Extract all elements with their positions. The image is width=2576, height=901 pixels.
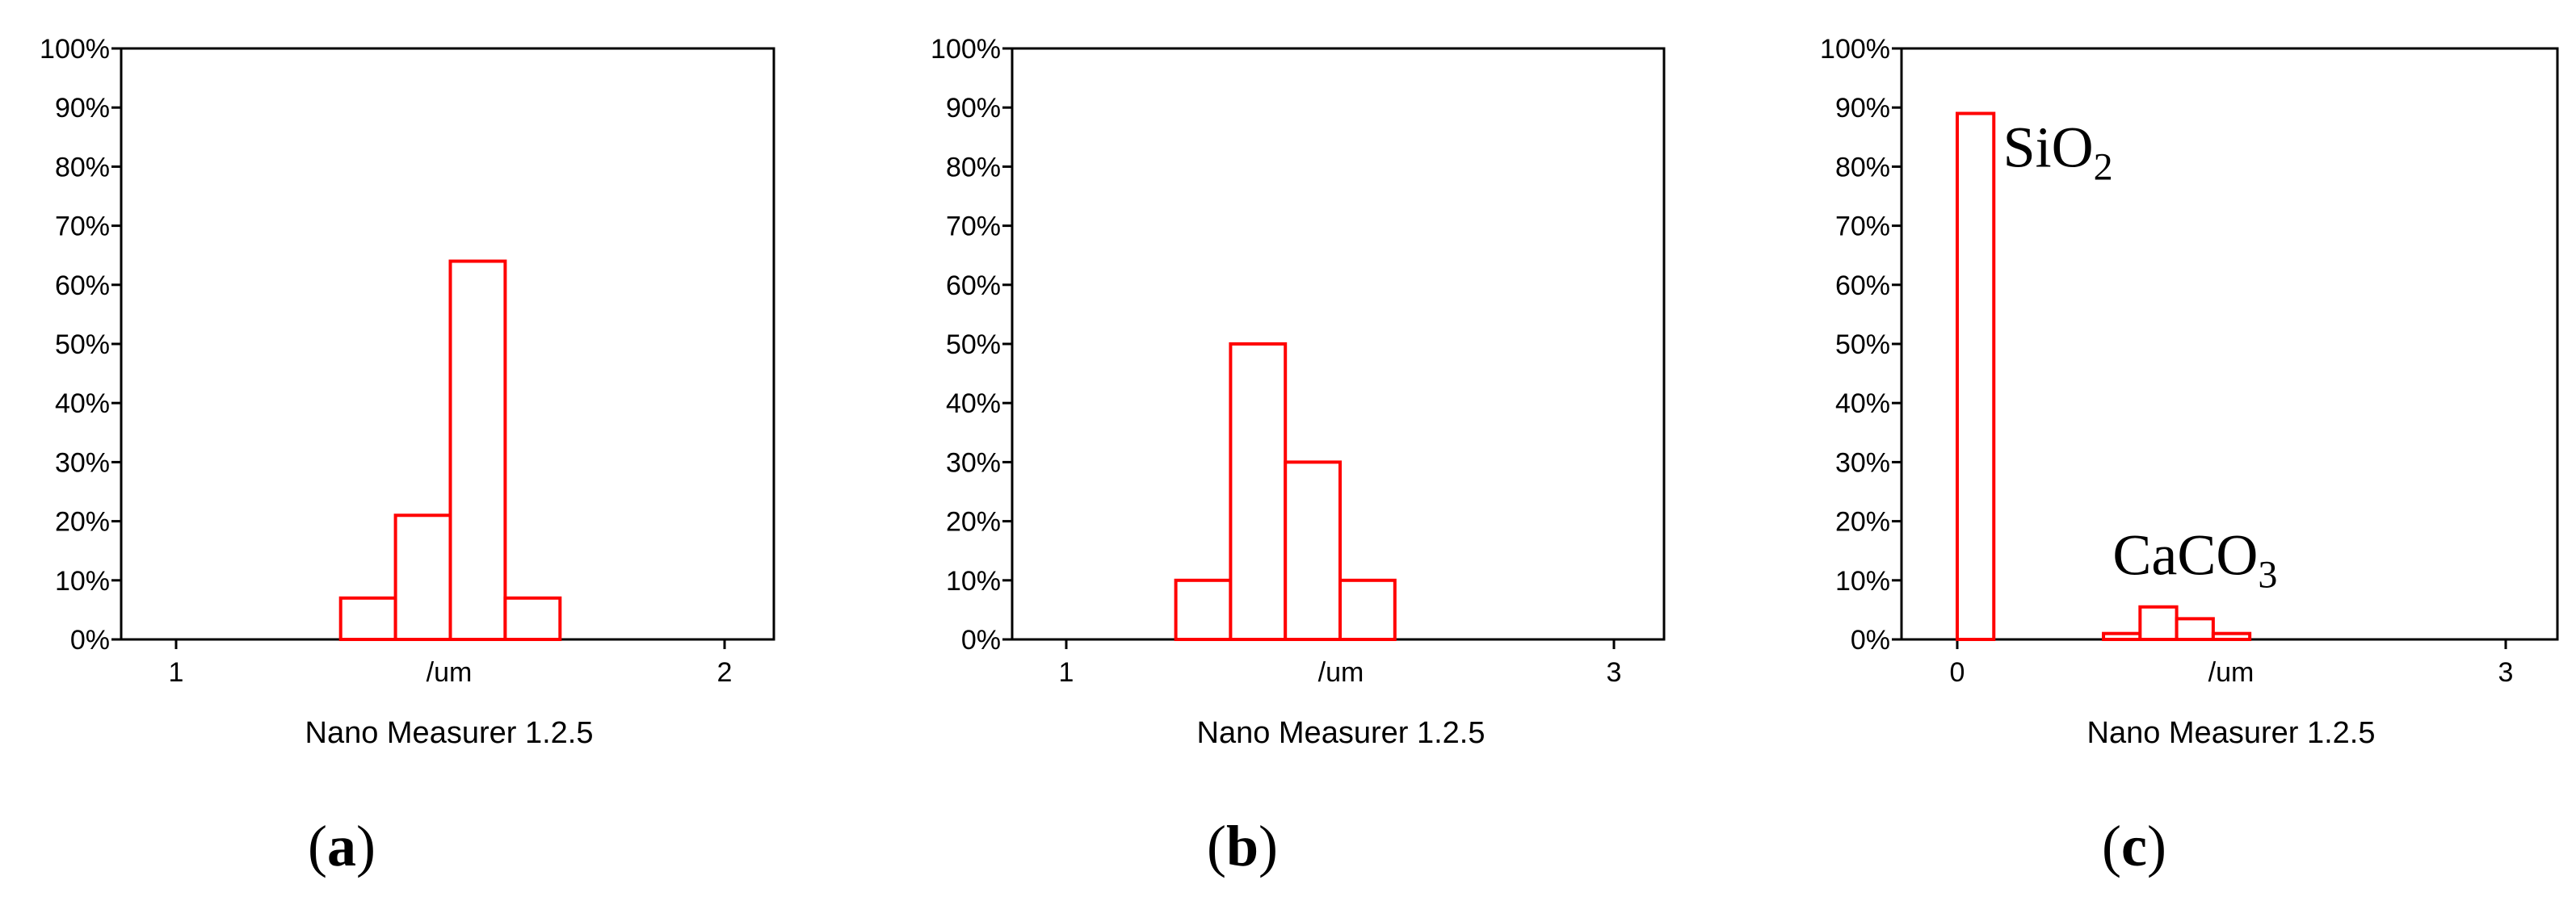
y-tick-label: 0% <box>70 625 110 656</box>
histogram-bar <box>338 596 397 642</box>
y-tick-label: 100% <box>40 34 110 65</box>
histogram-bar <box>2138 605 2179 641</box>
x-tick-label: 0 <box>1950 657 1965 688</box>
y-tick-label: 60% <box>55 270 110 301</box>
histogram-bar <box>2175 617 2215 642</box>
x-axis-title: Nano Measurer 1.2.5 <box>305 716 594 750</box>
y-tick-label: 80% <box>55 152 110 182</box>
panel-label-open: ( <box>2102 814 2121 878</box>
histogram-bar <box>2102 631 2142 641</box>
y-tick-label: 60% <box>1835 270 1890 301</box>
histogram-bar <box>503 596 562 642</box>
panel-label-letter: b <box>1226 814 1259 878</box>
y-tick-label: 0% <box>1851 625 1890 656</box>
histogram-bar <box>1956 111 1996 641</box>
y-tick-label: 30% <box>55 447 110 478</box>
y-tick-label: 100% <box>1820 34 1890 65</box>
y-tick-label: 0% <box>961 625 1001 656</box>
y-tick-label: 30% <box>946 447 1001 478</box>
y-tick-label: 70% <box>1835 212 1890 242</box>
y-tick-label: 10% <box>55 566 110 597</box>
y-tick-label: 100% <box>931 34 1001 65</box>
y-tick-label: 10% <box>946 566 1001 597</box>
y-tick-label: 90% <box>1835 93 1890 124</box>
y-tick-label: 80% <box>946 152 1001 182</box>
y-tick-label: 20% <box>55 507 110 538</box>
panel-label: (b) <box>1207 814 1278 878</box>
annotation-base: CaCO <box>2112 522 2258 587</box>
y-tick-label: 50% <box>1835 329 1890 360</box>
histogram-bar <box>1229 342 1288 641</box>
x-tick-label: 3 <box>2498 657 2514 688</box>
x-unit-label: /um <box>2208 657 2255 688</box>
histogram-bar <box>1338 578 1397 641</box>
x-tick-label: 3 <box>1607 657 1622 688</box>
x-unit-label: /um <box>1318 657 1364 688</box>
histogram-bar <box>1284 460 1342 642</box>
panel-label-close: ) <box>356 814 376 878</box>
chart-panel-c: 0% 10% 20% 30% 40% 50% 60% 70% 80% 90% 100% 0 3/um Na… <box>1820 34 2559 878</box>
annotation-base: SiO <box>2003 115 2094 179</box>
histogram-bar <box>393 513 452 642</box>
x-axis-title: Nano Measurer 1.2.5 <box>2087 716 2376 750</box>
panel-label-close: ) <box>1259 814 1278 878</box>
y-tick-label: 70% <box>55 212 110 242</box>
y-tick-label: 70% <box>946 212 1001 242</box>
series-annotation: CaCO3 <box>2112 522 2277 596</box>
x-axis-title: Nano Measurer 1.2.5 <box>1197 716 1486 750</box>
y-tick-label: 10% <box>1835 566 1890 597</box>
y-tick-label: 50% <box>55 329 110 360</box>
panel-label-letter: c <box>2121 814 2147 878</box>
x-tick-label: 1 <box>169 657 184 688</box>
y-tick-label: 30% <box>1835 447 1890 478</box>
y-tick-label: 40% <box>1835 388 1890 419</box>
histogram-bar <box>448 259 507 641</box>
panel-label-open: ( <box>308 814 327 878</box>
y-tick-label: 20% <box>1835 507 1890 538</box>
y-tick-label: 80% <box>1835 152 1890 182</box>
y-tick-label: 90% <box>55 93 110 124</box>
x-unit-label: /um <box>427 657 473 688</box>
y-tick-label: 60% <box>946 270 1001 301</box>
y-tick-label: 40% <box>55 388 110 419</box>
histogram-bar <box>2211 631 2252 641</box>
chart-panel-a: 0% 10% 20% 30% 40% 50% 60% 70% 80% 90% 100% 1 2/um Na… <box>40 34 775 878</box>
chart-panel-b: 0% 10% 20% 30% 40% 50% 60% 70% 80% 90% 100% 1 3/um Na… <box>931 34 1666 878</box>
series-annotation: SiO2 <box>2003 115 2113 188</box>
panel-label-close: ) <box>2147 814 2166 878</box>
y-tick-label: 40% <box>946 388 1001 419</box>
x-tick-label: 1 <box>1059 657 1074 688</box>
y-tick-label: 20% <box>946 507 1001 538</box>
annotation-subscript: 2 <box>2094 145 2113 188</box>
panel-label: (a) <box>308 814 376 878</box>
annotation-subscript: 3 <box>2258 553 2277 596</box>
panel-label-letter: a <box>327 814 356 878</box>
x-tick-label: 2 <box>717 657 733 688</box>
panel-label: (c) <box>2102 814 2166 878</box>
panel-label-open: ( <box>1207 814 1226 878</box>
y-tick-label: 50% <box>946 329 1001 360</box>
histogram-bar <box>1174 578 1233 641</box>
y-tick-label: 90% <box>946 93 1001 124</box>
